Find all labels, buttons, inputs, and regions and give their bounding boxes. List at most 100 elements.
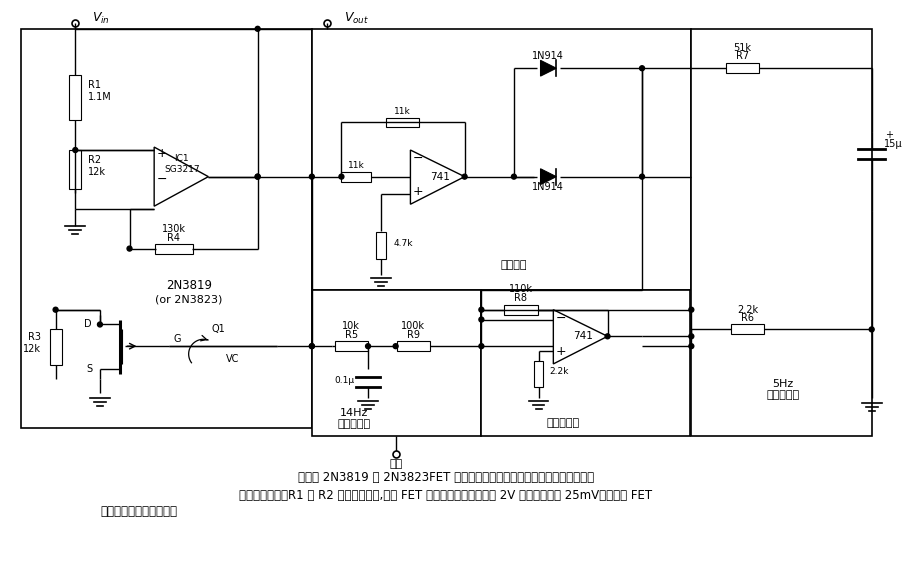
Bar: [69, 150, 81, 189]
Text: +: +: [412, 185, 423, 198]
Text: 1.1M: 1.1M: [88, 92, 112, 102]
Text: 在这里 2N3819 或 2N3823FET 是作为一个保持信号宽范围的快反应仪表线路: 在这里 2N3819 或 2N3823FET 是作为一个保持信号宽范围的快反应仪…: [298, 471, 594, 484]
Text: Q1: Q1: [211, 324, 225, 335]
Circle shape: [255, 174, 260, 179]
Text: R9: R9: [407, 331, 419, 340]
Text: 5Hz: 5Hz: [771, 379, 793, 389]
Text: 4.7k: 4.7k: [393, 239, 413, 248]
Circle shape: [688, 334, 693, 339]
Text: +: +: [157, 148, 167, 160]
Circle shape: [309, 344, 314, 349]
Text: 0.1µ: 0.1µ: [334, 376, 354, 385]
Bar: [503, 305, 537, 314]
Text: 11k: 11k: [347, 162, 364, 170]
Text: IC1
SG3217: IC1 SG3217: [164, 154, 199, 174]
Bar: [396, 341, 429, 351]
Text: 低通滤波器: 低通滤波器: [766, 390, 798, 401]
Text: R7: R7: [735, 52, 749, 61]
Circle shape: [73, 148, 78, 152]
Text: 741: 741: [573, 331, 593, 341]
Circle shape: [478, 317, 483, 322]
Text: 1N914: 1N914: [531, 181, 563, 192]
Text: G: G: [173, 334, 180, 345]
Bar: [341, 172, 371, 182]
Text: (or 2N3823): (or 2N3823): [155, 295, 222, 305]
Text: −: −: [556, 312, 566, 325]
Text: 51k: 51k: [732, 42, 750, 53]
Bar: [725, 63, 759, 73]
Bar: [375, 232, 385, 259]
Text: R1: R1: [88, 80, 101, 90]
Polygon shape: [540, 60, 556, 76]
Text: 反馈放大器: 反馈放大器: [546, 418, 579, 428]
Bar: [385, 118, 419, 127]
Circle shape: [53, 307, 58, 312]
Circle shape: [688, 344, 693, 349]
Circle shape: [639, 174, 644, 179]
Polygon shape: [540, 168, 556, 185]
Circle shape: [869, 327, 873, 332]
Circle shape: [97, 322, 102, 327]
Text: 的栅压几乎是线性关系。: 的栅压几乎是线性关系。: [100, 505, 177, 518]
Text: 10k: 10k: [342, 321, 360, 331]
Circle shape: [462, 174, 466, 179]
Circle shape: [478, 344, 483, 349]
Circle shape: [309, 174, 314, 179]
Bar: [155, 244, 192, 254]
Text: 静噪: 静噪: [389, 460, 401, 470]
Circle shape: [309, 344, 314, 349]
Text: $V_{out}$: $V_{out}$: [344, 10, 369, 25]
Circle shape: [478, 307, 483, 312]
Circle shape: [392, 344, 398, 349]
Text: R6: R6: [741, 313, 753, 323]
Text: VC: VC: [226, 354, 239, 364]
Bar: [691, 29, 870, 436]
Text: S: S: [86, 364, 92, 374]
Text: 低通滤波器: 低通滤波器: [337, 419, 371, 429]
Text: 15µ: 15µ: [882, 139, 901, 149]
Circle shape: [365, 344, 370, 349]
Bar: [21, 29, 311, 428]
Bar: [533, 361, 543, 387]
Text: 14Hz: 14Hz: [340, 408, 368, 418]
Text: 110k: 110k: [508, 284, 532, 294]
Text: 全波整流: 全波整流: [500, 261, 527, 270]
Text: 的非线性元件。R1 和 R2 衰减输入信号,因此 FET 的输入在输入信号达到 2V 有效值时小于 25mV。增益与 FET: 的非线性元件。R1 和 R2 衰减输入信号,因此 FET 的输入在输入信号达到 …: [239, 489, 652, 501]
Text: R5: R5: [345, 331, 357, 340]
Circle shape: [255, 174, 260, 179]
Text: D: D: [85, 320, 92, 329]
Text: +: +: [556, 345, 566, 358]
Circle shape: [338, 174, 344, 179]
Circle shape: [511, 174, 516, 179]
Text: 12k: 12k: [88, 167, 106, 177]
Text: 11k: 11k: [394, 107, 410, 116]
Text: R8: R8: [514, 293, 527, 303]
Bar: [69, 75, 81, 120]
Bar: [334, 341, 368, 351]
Text: 2.2k: 2.2k: [736, 305, 757, 315]
Bar: [481, 290, 689, 436]
Text: 1N914: 1N914: [531, 52, 563, 61]
Text: −: −: [157, 173, 167, 186]
Text: $V_{in}$: $V_{in}$: [92, 10, 110, 25]
Circle shape: [639, 66, 644, 71]
Text: R2: R2: [88, 155, 101, 165]
Bar: [730, 324, 763, 334]
Text: +: +: [885, 130, 892, 140]
Bar: [50, 329, 61, 365]
Text: 130k: 130k: [161, 224, 186, 234]
Text: −: −: [412, 152, 423, 166]
Circle shape: [127, 246, 132, 251]
Bar: [311, 29, 691, 290]
Text: 2.2k: 2.2k: [548, 367, 568, 376]
Text: R4: R4: [167, 233, 180, 243]
Bar: [311, 290, 481, 436]
Circle shape: [255, 26, 260, 31]
Circle shape: [604, 334, 610, 339]
Text: 2N3819: 2N3819: [165, 278, 211, 292]
Text: 12k: 12k: [23, 344, 41, 354]
Text: 100k: 100k: [400, 321, 425, 331]
Circle shape: [688, 307, 693, 312]
Text: R3: R3: [28, 332, 41, 342]
Text: 741: 741: [429, 171, 449, 182]
